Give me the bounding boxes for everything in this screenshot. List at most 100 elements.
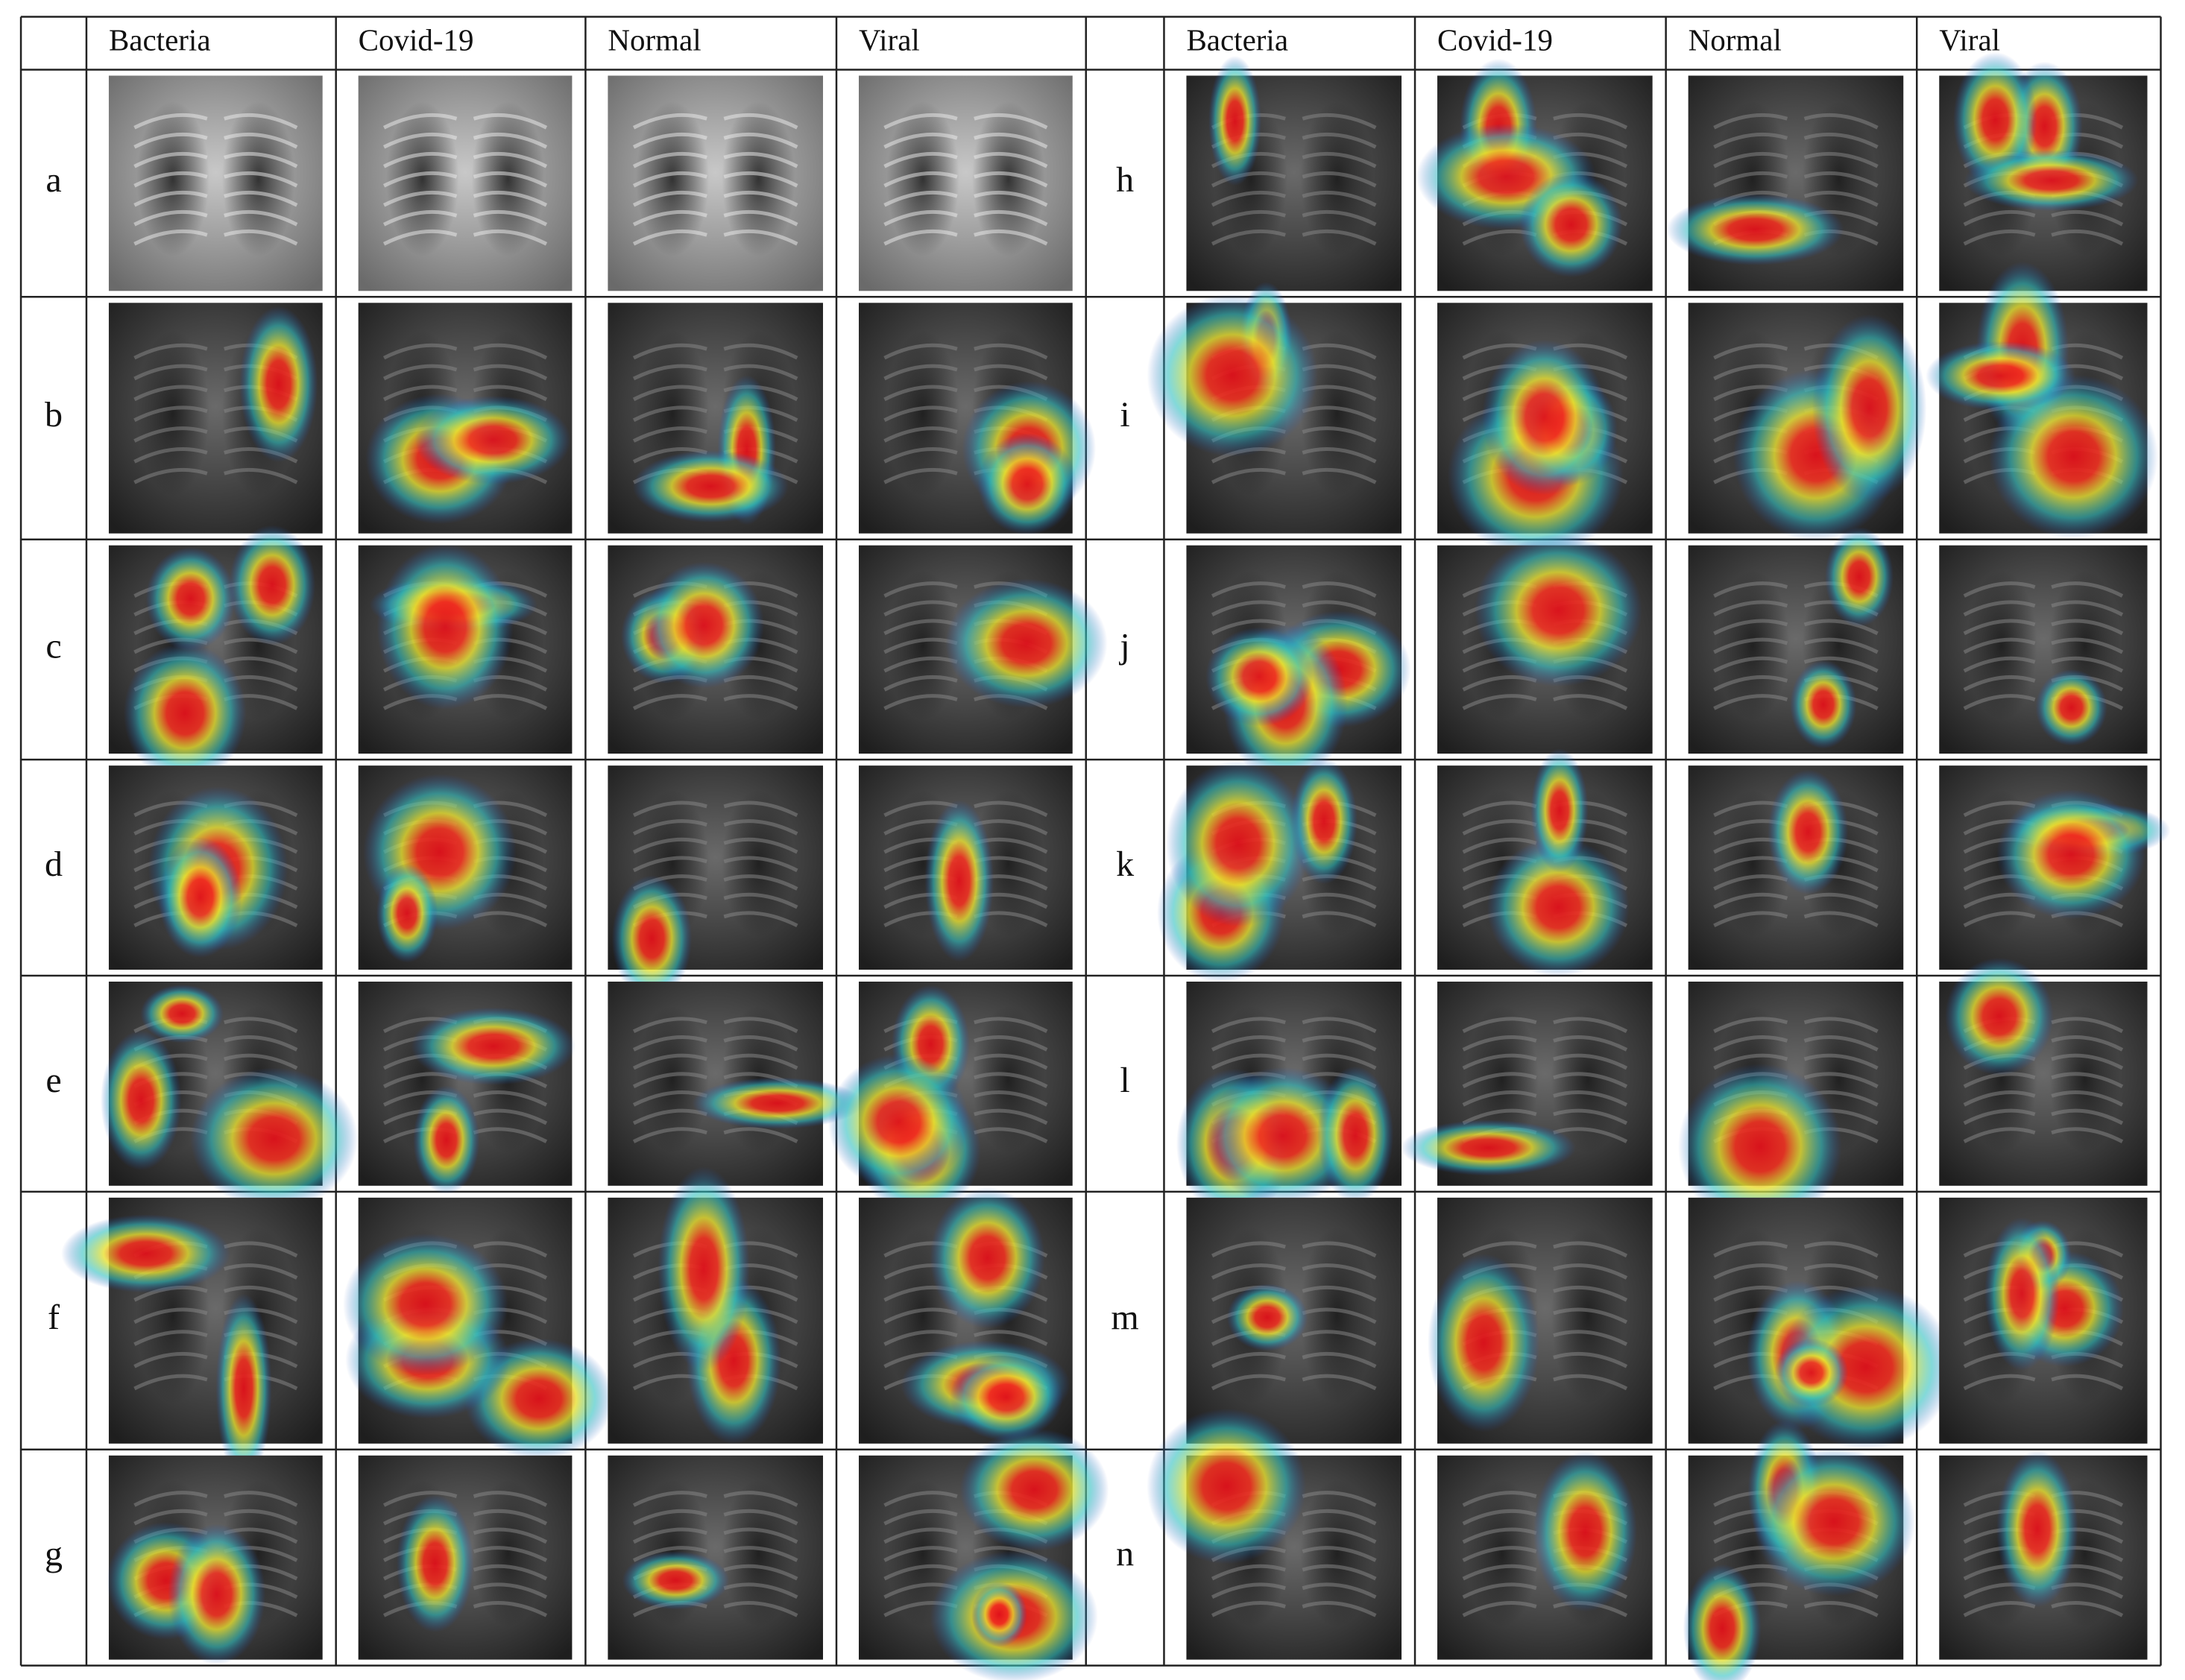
- rib: [723, 1546, 798, 1562]
- heatmap-blob: [1996, 789, 2146, 920]
- rib: [224, 1017, 298, 1034]
- xray-image: [1677, 982, 1904, 1230]
- rib: [224, 1509, 298, 1526]
- rib: [723, 229, 798, 246]
- rib: [723, 856, 798, 873]
- xray-image: [1688, 303, 1927, 542]
- rib: [1211, 1582, 1286, 1600]
- rib: [473, 1527, 548, 1544]
- xray-image: [1437, 748, 1653, 977]
- rib: [2051, 1127, 2124, 1143]
- heatmap-blob: [945, 578, 1108, 708]
- rib: [883, 1527, 958, 1544]
- rib: [1963, 1108, 2036, 1125]
- rib: [1302, 1053, 1377, 1070]
- column-header: Bacteria: [1186, 22, 1288, 57]
- xray-image: [608, 75, 823, 291]
- rib: [1963, 619, 2036, 636]
- rib: [632, 132, 707, 149]
- rib: [1713, 911, 1788, 928]
- xray-image: [1401, 982, 1653, 1186]
- rib: [1713, 874, 1788, 891]
- heatmap-blob: [61, 1214, 230, 1293]
- xray-image: [1416, 58, 1653, 291]
- rib: [1462, 1090, 1537, 1107]
- rib: [1462, 1582, 1537, 1600]
- heatmap-blob: [1964, 149, 2139, 212]
- rib: [1553, 1108, 1628, 1125]
- rib: [1211, 619, 1286, 636]
- xray-image: [859, 1428, 1109, 1680]
- rib: [883, 426, 958, 443]
- rib: [473, 229, 548, 246]
- rib: [1302, 1601, 1377, 1617]
- rib: [1803, 171, 1879, 188]
- heatmap-blob: [1790, 660, 1857, 749]
- rib: [1462, 1072, 1537, 1088]
- rib: [1803, 656, 1879, 673]
- rib: [1462, 1527, 1537, 1544]
- rib: [2051, 229, 2124, 246]
- xray-image: [1688, 765, 1904, 970]
- rib: [133, 1509, 208, 1526]
- rib: [133, 171, 208, 188]
- rib: [1553, 1035, 1628, 1052]
- heatmap-blob: [1428, 1254, 1540, 1433]
- rib: [224, 1053, 298, 1070]
- rib: [883, 600, 958, 616]
- rib: [133, 229, 208, 246]
- column-header: Viral: [1939, 22, 2000, 57]
- heatmap-blob: [924, 800, 994, 962]
- rib: [632, 364, 707, 381]
- rib: [883, 364, 958, 381]
- rib: [1803, 132, 1879, 149]
- heatmap-blob: [413, 1085, 480, 1195]
- rib: [632, 229, 707, 246]
- row-label: j: [1118, 626, 1129, 666]
- xray-image: [1939, 51, 2148, 291]
- xray-image: [608, 982, 863, 1186]
- xray-image: [1939, 957, 2148, 1186]
- rib: [1302, 581, 1377, 598]
- rib: [632, 190, 707, 207]
- heatmap-blob: [1530, 748, 1589, 873]
- rib: [974, 209, 1048, 227]
- column-header: Viral: [859, 22, 920, 57]
- xray-image: [1428, 1197, 1653, 1444]
- rib: [1211, 229, 1286, 246]
- rib: [974, 343, 1048, 360]
- rib: [1462, 1035, 1537, 1052]
- xray-image: [1186, 1197, 1402, 1444]
- rib: [1302, 171, 1377, 188]
- rib: [1713, 113, 1788, 130]
- rib: [133, 405, 208, 422]
- heatmap-blob: [1474, 534, 1642, 687]
- heatmap-blob: [827, 1054, 970, 1191]
- rib: [473, 113, 548, 130]
- rib: [1553, 1127, 1628, 1143]
- rib: [723, 1527, 798, 1544]
- rib: [1803, 1053, 1879, 1070]
- rib: [1302, 1491, 1377, 1507]
- row-label: d: [45, 844, 63, 884]
- rib: [883, 1546, 958, 1562]
- rib: [1553, 1053, 1628, 1070]
- rib: [723, 343, 798, 360]
- heatmap-blob: [1519, 171, 1623, 278]
- heatmap-blob: [930, 1187, 1045, 1329]
- heatmap-blob: [158, 836, 242, 959]
- heatmap-blob: [376, 543, 514, 710]
- column-header: Covid-19: [1437, 22, 1553, 57]
- rib: [1713, 600, 1788, 616]
- rib: [1713, 1035, 1788, 1052]
- rib: [473, 209, 548, 227]
- rib: [224, 113, 298, 130]
- rib: [133, 132, 208, 149]
- rib: [1211, 190, 1286, 207]
- rib: [1302, 600, 1377, 616]
- heatmap-blob: [1989, 374, 2159, 539]
- rib: [1302, 447, 1377, 464]
- rib: [2051, 1601, 2124, 1617]
- rib: [723, 892, 798, 909]
- rib: [382, 190, 458, 207]
